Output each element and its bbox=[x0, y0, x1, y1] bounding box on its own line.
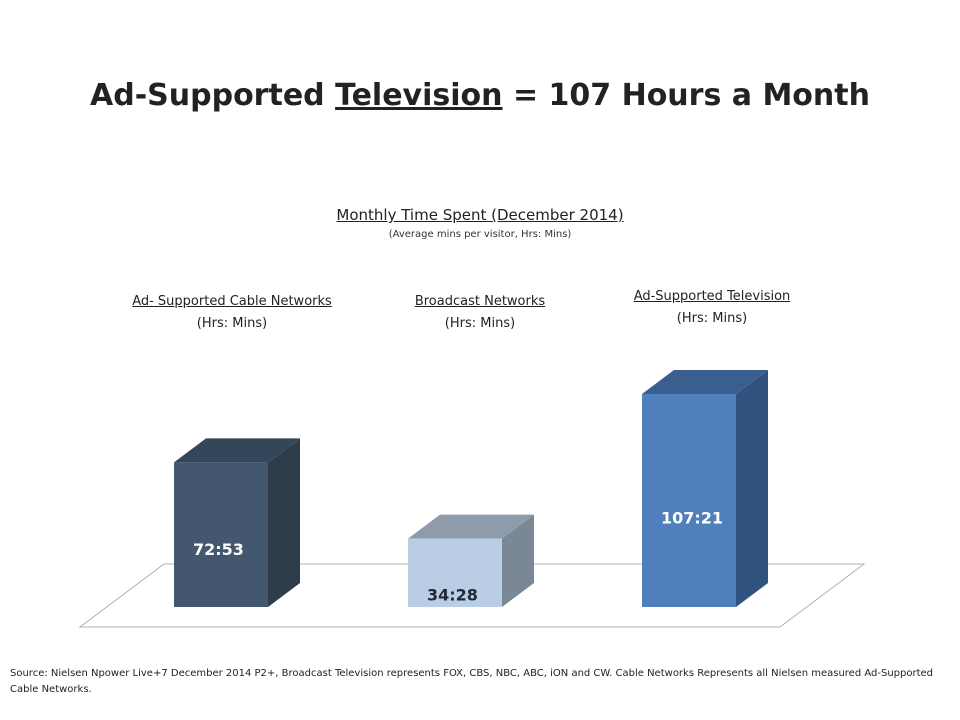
category-name-cable: Ad- Supported Cable Networks bbox=[132, 294, 332, 309]
bar-cable bbox=[174, 462, 268, 607]
bars-group: 72:53 34:28 107:21 bbox=[174, 370, 768, 607]
category-unit-cable: (Hrs: Mins) bbox=[196, 316, 268, 331]
bar-broadcast bbox=[408, 538, 502, 607]
category-label-broadcast: Broadcast Networks (Hrs: Mins) bbox=[350, 291, 610, 335]
chart-subtitle-text: Monthly Time Spent (December 2014) bbox=[336, 206, 624, 224]
title-part-1: Ad-Supported bbox=[90, 78, 336, 113]
chart-subtitle: Monthly Time Spent (December 2014) bbox=[0, 206, 960, 224]
title-part-2: = 107 Hours a Month bbox=[502, 78, 870, 113]
bar-ad-supported-tv bbox=[642, 394, 736, 607]
bar-top-ad-supported-tv bbox=[642, 370, 768, 394]
title-underlined: Television bbox=[335, 78, 503, 113]
bar-top-cable bbox=[174, 438, 300, 463]
category-label-ad-supported-tv: Ad-Supported Television (Hrs: Mins) bbox=[572, 286, 852, 330]
page-title: Ad-Supported Television = 107 Hours a Mo… bbox=[0, 78, 960, 113]
bar-side-ad-supported-tv bbox=[736, 370, 768, 607]
data-label-cable: 72:53 bbox=[193, 540, 244, 559]
category-label-cable: Ad- Supported Cable Networks (Hrs: Mins) bbox=[92, 291, 372, 335]
data-label-broadcast: 34:28 bbox=[427, 586, 478, 605]
category-name-broadcast: Broadcast Networks bbox=[414, 294, 546, 309]
source-note: Source: Nielsen Npower Live+7 December 2… bbox=[10, 668, 933, 695]
bar-top-broadcast bbox=[408, 514, 534, 539]
category-name-ad-supported-tv: Ad-Supported Television bbox=[633, 289, 791, 304]
category-unit-ad-supported-tv: (Hrs: Mins) bbox=[676, 311, 748, 326]
chart-subnote: (Average mins per visitor, Hrs: Mins) bbox=[388, 229, 572, 240]
data-label-ad-supported-tv: 107:21 bbox=[661, 509, 723, 528]
bar-side-broadcast bbox=[502, 514, 534, 607]
bar-side-cable bbox=[268, 438, 300, 607]
category-unit-broadcast: (Hrs: Mins) bbox=[444, 316, 516, 331]
